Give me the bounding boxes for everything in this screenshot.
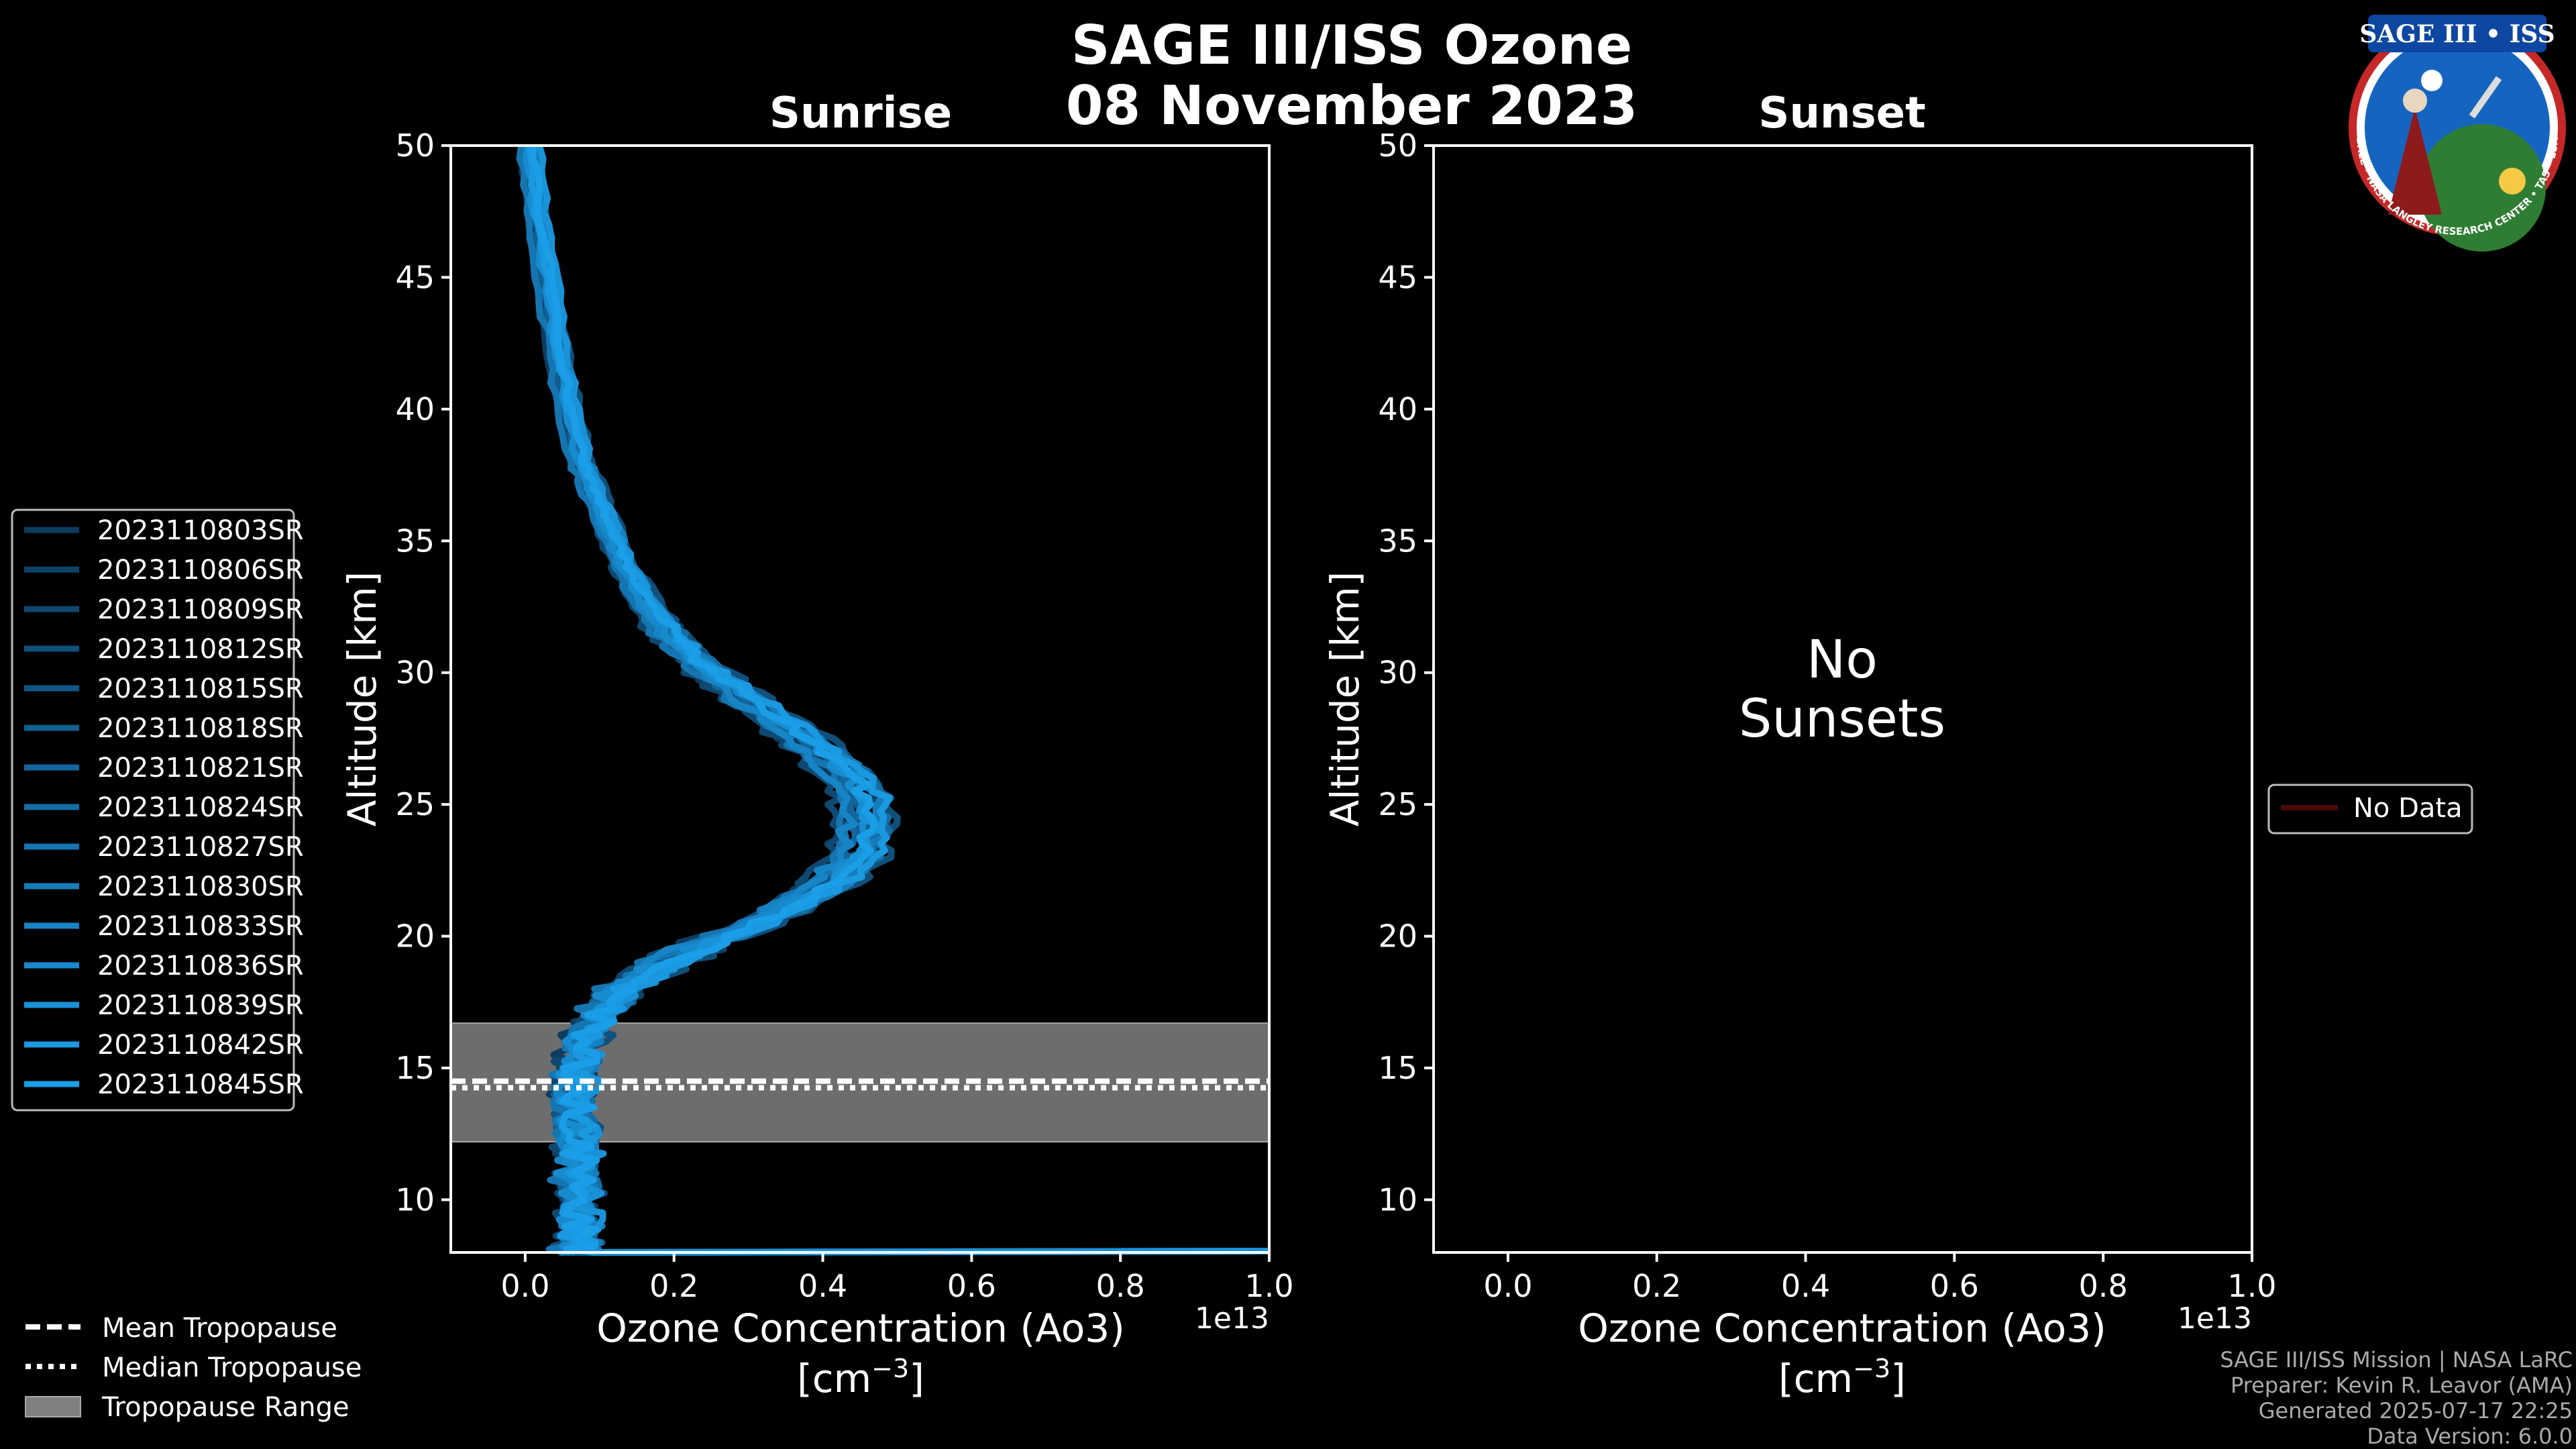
logo-sage-figure-icon: [2388, 107, 2442, 215]
tropopause-range-label: Tropopause Range: [101, 1392, 350, 1423]
sunrise-y-axis: 10 15 20 25 30 35 40 45 50: [395, 127, 451, 1218]
sunrise-series-layer: [516, 144, 1270, 1256]
sunset-y-tick-label-35: 35: [1378, 523, 1417, 559]
sunset-y-tick-label-40: 40: [1378, 391, 1417, 427]
series-legend-label-2023110830SR: 2023110830SR: [97, 871, 304, 902]
sunset-x-axis-label: Ozone Concentration (Ao3): [1578, 1305, 2106, 1351]
sunset-x-tick-label-0.6: 0.6: [1930, 1268, 1979, 1304]
figure-title-line1: SAGE III/ISS Ozone: [1071, 14, 1632, 76]
sunrise-y-axis-label: Altitude [km]: [339, 572, 385, 826]
series-legend-label-2023110842SR: 2023110842SR: [97, 1030, 304, 1061]
sunrise-y-tick-label-30: 30: [395, 655, 435, 691]
sunset-y-tick-label-10: 10: [1378, 1181, 1417, 1218]
series-legend-label-2023110803SR: 2023110803SR: [97, 515, 304, 546]
sunrise-y-tick-label-15: 15: [395, 1050, 435, 1086]
sunset-legend-frame: [2267, 784, 2473, 835]
logo-moon-icon: [2421, 70, 2443, 91]
logo-sun-icon: [2499, 168, 2526, 195]
sunset-x-tick-label-0.4: 0.4: [1781, 1268, 1830, 1304]
sunrise-x-tick-label-0.4: 0.4: [798, 1268, 847, 1304]
sunrise-y-tick-label-20: 20: [395, 918, 435, 955]
series-legend-frame: [11, 508, 295, 1112]
footer-credits: SAGE III/ISS Mission | NASA LaRC Prepare…: [2220, 1347, 2573, 1449]
sunrise-y-tick-label-25: 25: [395, 786, 435, 822]
series-legend-label-2023110824SR: 2023110824SR: [97, 792, 304, 823]
series-legend-label-2023110839SR: 2023110839SR: [97, 990, 304, 1021]
sunrise-x-axis: 0.0 0.2 0.4 0.6 0.8 1.0: [500, 1252, 1294, 1304]
sunset-y-tick-label-20: 20: [1378, 918, 1417, 955]
footer-line3: Generated 2025-07-17 22:25: [2259, 1398, 2573, 1424]
sunrise-x-tick-label-0.2: 0.2: [649, 1268, 698, 1304]
series-legend-label-2023110812SR: 2023110812SR: [97, 634, 304, 665]
sunrise-x-offset-label: 1e13: [1195, 1301, 1269, 1336]
sunrise-x-axis-units: [cm−3]: [797, 1354, 924, 1401]
series-legend-label-2023110809SR: 2023110809SR: [97, 594, 304, 625]
sunset-x-axis: 0.0 0.2 0.4 0.6 0.8 1.0: [1483, 1252, 2277, 1304]
logo-banner: [2368, 15, 2546, 52]
series-legend-label-2023110821SR: 2023110821SR: [97, 753, 304, 784]
logo-title-text: SAGE III • ISS: [2359, 20, 2555, 48]
series-legend-label-2023110845SR: 2023110845SR: [97, 1069, 304, 1100]
sunset-x-tick-label-0.0: 0.0: [1483, 1268, 1532, 1304]
sunrise-y-tick-label-50: 50: [395, 127, 435, 164]
series-legend-label-2023110827SR: 2023110827SR: [97, 832, 304, 863]
sunset-x-tick-label-0.8: 0.8: [2079, 1268, 2128, 1304]
sunrise-x-tick-label-0.0: 0.0: [500, 1268, 549, 1304]
sunrise-plot-frame: [449, 144, 1271, 1254]
no-sunsets-annotation-line2: Sunsets: [1739, 689, 1945, 749]
sunrise-x-tick-label-0.6: 0.6: [947, 1268, 996, 1304]
no-sunsets-annotation-line1: No: [1807, 630, 1878, 690]
sunrise-panel-title: Sunrise: [769, 89, 952, 138]
footer-line1: SAGE III/ISS Mission | NASA LaRC: [2220, 1347, 2573, 1373]
sunset-y-tick-label-50: 50: [1378, 127, 1417, 164]
sunset-x-tick-label-0.2: 0.2: [1632, 1268, 1681, 1304]
sunset-y-axis: 10 15 20 25 30 35 40 45 50: [1378, 127, 1434, 1218]
tropopause-range-swatch: [25, 1396, 81, 1417]
sunrise-tropopause-lines: [451, 1078, 1269, 1091]
tropopause-legend: Mean Tropopause Median Tropopause Tropop…: [25, 1313, 362, 1423]
sunrise-x-tick-label-1.0: 1.0: [1244, 1268, 1293, 1304]
sunrise-y-tick-label-35: 35: [395, 523, 435, 559]
series-legend-label-2023110833SR: 2023110833SR: [97, 911, 304, 942]
sunset-y-tick-label-25: 25: [1378, 786, 1417, 822]
sunset-plot-frame: [1432, 144, 2253, 1254]
sunset-y-axis-label: Altitude [km]: [1322, 572, 1368, 826]
sunset-x-offset-label: 1e13: [2178, 1301, 2252, 1336]
series-legend-label-2023110806SR: 2023110806SR: [97, 555, 304, 586]
sunset-x-tick-label-1.0: 1.0: [2227, 1268, 2276, 1304]
series-legend-label-2023110836SR: 2023110836SR: [97, 951, 304, 981]
logo-sage-head-icon: [2403, 89, 2427, 113]
median-tropopause-label: Median Tropopause: [102, 1352, 362, 1383]
sunset-legend-label: No Data: [2353, 793, 2463, 824]
sunset-panel-title: Sunset: [1758, 89, 1925, 138]
sunrise-y-tick-label-10: 10: [395, 1181, 435, 1218]
sage-iii-iss-mission-logo: SAGE III • ISS BALL • NASA LANGLEY RESEA…: [2349, 15, 2566, 252]
logo-earth-icon: [2418, 124, 2546, 252]
sunrise-panel: 10 15 20 25 30 35 40 45 50 0.0 0.2 0.4 0.6 0.8 1.0 Al…: [339, 127, 1294, 1401]
sunrise-y-tick-label-40: 40: [395, 391, 435, 427]
series-legend-label-2023110815SR: 2023110815SR: [97, 674, 304, 704]
series-legend-label-2023110818SR: 2023110818SR: [97, 713, 304, 744]
sunset-plot-area: [1434, 146, 2252, 1252]
logo-iss-station-icon: [2469, 76, 2502, 119]
sunrise-series-legend: 2023110803SR 2023110806SR 2023110809SR 2023…: [11, 508, 304, 1112]
sunrise-y-tick-label-45: 45: [395, 259, 435, 295]
sunset-legend: No Data: [2267, 784, 2473, 835]
sunrise-series-line-2023110845SR: [529, 145, 878, 1255]
sunset-y-tick-label-45: 45: [1378, 259, 1417, 295]
sunrise-x-axis-label: Ozone Concentration (Ao3): [596, 1305, 1125, 1351]
footer-line2: Preparer: Kevin R. Leavor (AMA): [2231, 1373, 2573, 1398]
sunset-panel: 10 15 20 25 30 35 40 45 50 0.0 0.2 0.4 0.6 0.8 1.0 Al…: [1322, 127, 2277, 1401]
sunset-y-tick-label-15: 15: [1378, 1050, 1417, 1086]
figure-title-line2: 08 November 2023: [1066, 74, 1638, 137]
sunset-x-axis-units: [cm−3]: [1778, 1354, 1906, 1401]
sunset-y-tick-label-30: 30: [1378, 655, 1417, 691]
mean-tropopause-label: Mean Tropopause: [102, 1313, 337, 1344]
sunrise-x-tick-label-0.8: 0.8: [1096, 1268, 1145, 1304]
footer-line4: Data Version: 6.0.0: [2367, 1424, 2573, 1449]
